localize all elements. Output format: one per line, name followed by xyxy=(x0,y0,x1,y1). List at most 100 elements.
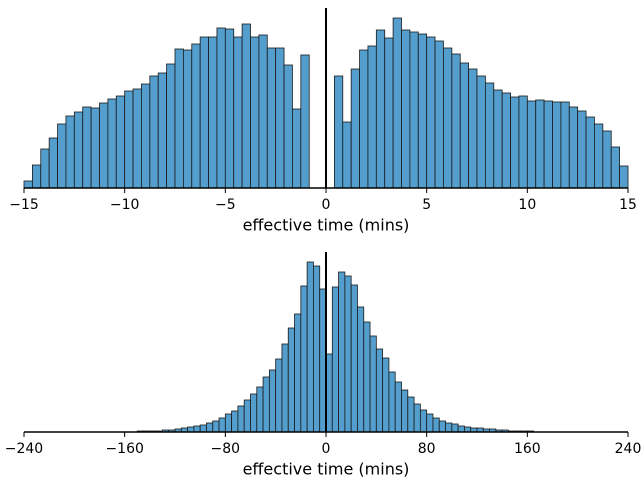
bar xyxy=(250,393,258,433)
bar xyxy=(384,37,394,189)
bar xyxy=(401,29,411,189)
bar xyxy=(141,83,151,189)
bar xyxy=(99,102,109,189)
bar xyxy=(417,33,428,189)
bar xyxy=(518,95,528,189)
bar xyxy=(48,137,58,189)
bar xyxy=(300,54,310,189)
bar xyxy=(432,417,440,433)
bar xyxy=(243,399,251,433)
bar xyxy=(457,425,465,433)
bar xyxy=(401,389,409,433)
bar xyxy=(426,36,436,189)
x-axis-label: effective time (mins) xyxy=(243,216,410,235)
bar xyxy=(459,62,470,189)
x-tick-label: 240 xyxy=(615,441,642,457)
bar xyxy=(367,45,377,189)
x-tick-label: −160 xyxy=(105,441,143,457)
x-tick-label: 10 xyxy=(518,197,536,213)
x-tick-label: 80 xyxy=(418,441,436,457)
bar xyxy=(468,68,478,189)
bar xyxy=(451,53,461,189)
bar xyxy=(602,130,612,189)
bar xyxy=(388,371,396,433)
bar xyxy=(331,286,339,433)
bar xyxy=(206,422,214,433)
bar xyxy=(57,123,67,189)
bar xyxy=(191,43,201,189)
bar xyxy=(451,423,459,433)
bar xyxy=(445,422,453,433)
bar xyxy=(501,92,511,189)
x-tick-label: −80 xyxy=(211,441,241,457)
bar xyxy=(350,284,358,433)
bar xyxy=(65,115,75,189)
x-tick-label: 15 xyxy=(619,197,637,213)
bar xyxy=(266,47,277,189)
bar xyxy=(268,369,277,433)
bar xyxy=(333,75,344,189)
bar xyxy=(535,99,545,189)
bar xyxy=(526,100,537,189)
bar xyxy=(306,261,314,433)
bar xyxy=(275,47,285,189)
bar xyxy=(438,420,446,433)
bar xyxy=(419,409,428,433)
bar xyxy=(363,321,371,433)
bar xyxy=(224,413,233,433)
bar xyxy=(124,90,134,189)
bar xyxy=(90,107,100,189)
bar xyxy=(262,376,270,433)
bar xyxy=(394,381,402,433)
bar xyxy=(107,98,117,189)
bar xyxy=(577,110,587,189)
bar xyxy=(392,17,402,189)
bar xyxy=(292,108,302,189)
bar xyxy=(313,265,321,433)
x-tick-label: 5 xyxy=(422,197,431,213)
x-tick-label: −15 xyxy=(9,197,39,213)
bar xyxy=(82,106,92,189)
bar xyxy=(258,34,268,189)
bar xyxy=(300,285,308,433)
bar xyxy=(281,343,289,433)
bar xyxy=(375,348,384,433)
bar xyxy=(357,306,365,433)
bar xyxy=(208,36,218,189)
bar xyxy=(359,49,369,189)
bar xyxy=(294,313,302,433)
bar xyxy=(157,72,168,189)
bar xyxy=(166,63,176,189)
bar xyxy=(585,116,595,189)
x-tick-label: 0 xyxy=(322,197,331,213)
bar xyxy=(256,386,264,433)
bar xyxy=(434,40,444,189)
bar xyxy=(338,271,346,433)
bar xyxy=(443,47,453,189)
bar xyxy=(182,49,193,189)
x-tick-label: 160 xyxy=(514,441,541,457)
bar xyxy=(199,424,207,433)
bar xyxy=(199,36,209,189)
bar xyxy=(594,123,604,189)
bar xyxy=(275,358,283,433)
bar xyxy=(610,146,621,189)
x-tick-label: 0 xyxy=(322,441,331,457)
bar xyxy=(375,29,386,189)
bar xyxy=(619,165,629,189)
bar xyxy=(250,36,260,189)
bar xyxy=(409,31,419,189)
bar xyxy=(31,164,42,189)
x-tick-label: −10 xyxy=(110,197,140,213)
x-axis-label: effective time (mins) xyxy=(243,460,410,479)
bar xyxy=(132,88,142,189)
x-tick-label: −5 xyxy=(215,197,236,213)
bar xyxy=(344,275,352,433)
x-tick-label: −240 xyxy=(5,441,43,457)
bar xyxy=(287,327,295,433)
bar xyxy=(484,82,495,189)
bar xyxy=(382,357,390,433)
bar xyxy=(218,417,226,433)
bar xyxy=(560,101,570,189)
